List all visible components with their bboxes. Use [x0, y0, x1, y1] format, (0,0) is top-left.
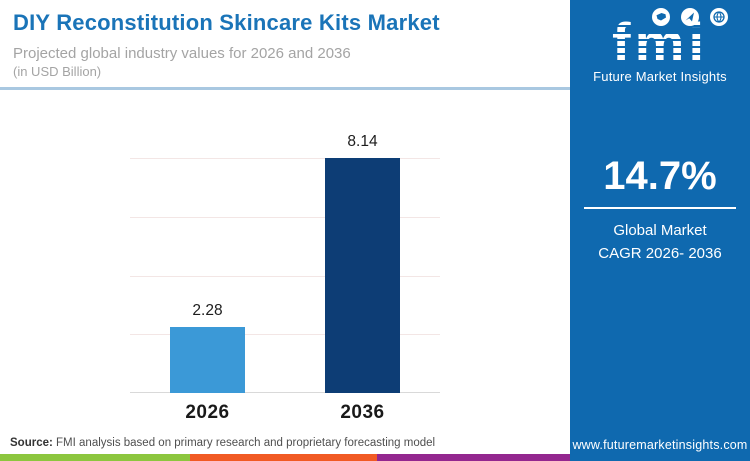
globe-icon	[710, 8, 728, 26]
stripe-purple-segment	[377, 454, 570, 461]
axis-label-2026: 2026	[185, 402, 230, 423]
sidebar: fmi Future Market Insights 14.7% Global …	[570, 0, 750, 461]
stripe-green-segment	[0, 454, 190, 461]
stripe-orange-segment	[190, 454, 377, 461]
footer-stripe	[0, 454, 570, 461]
fmi-logo-tagline: Future Market Insights	[593, 68, 727, 84]
header-divider	[0, 87, 570, 90]
compass-icon	[681, 8, 699, 26]
bar-series: 2.28 2026 8.14 2036	[130, 133, 440, 423]
logo-icons-row	[570, 8, 750, 26]
website-link[interactable]: www.futuremarketinsights.com	[572, 438, 748, 452]
bar-group-2026: 2.28 2026	[170, 302, 245, 423]
gridline	[130, 334, 440, 336]
bar-rect-2036	[325, 158, 400, 393]
x-axis-line	[130, 392, 440, 393]
bar-value-label-2036: 8.14	[347, 133, 378, 150]
subtitle: Projected global industry values for 202…	[13, 45, 351, 62]
cagr-label: Global Market CAGR 2026- 2036	[570, 219, 750, 266]
cagr-value: 14.7%	[603, 154, 717, 198]
cagr-label-line1: Global Market	[613, 222, 707, 239]
cagr-stat: 14.7% Global Market CAGR 2026- 2036	[570, 156, 750, 266]
bar-group-2036: 8.14 2036	[325, 133, 400, 423]
bar-rect-2026	[170, 327, 245, 393]
gridline	[130, 158, 440, 159]
fmi-logo-text: fmi	[570, 15, 750, 71]
subtitle-units: (in USD Billion)	[13, 64, 102, 79]
stat-divider	[584, 207, 736, 209]
header: DIY Reconstitution Skincare Kits Market …	[13, 10, 558, 79]
bar-value-label-2026: 2.28	[192, 302, 223, 319]
gridline	[130, 275, 440, 277]
map-icon	[652, 8, 670, 26]
axis-label-2036: 2036	[340, 402, 385, 423]
gridline	[130, 216, 440, 218]
source-label: Source:	[10, 437, 53, 449]
plot-area: 2.28 2026 8.14 2036	[130, 133, 440, 423]
fmi-logo: fmi Future Market Insights	[570, 0, 750, 84]
page-title: DIY Reconstitution Skincare Kits Market	[13, 10, 440, 35]
source-note: Source: FMI analysis based on primary re…	[10, 437, 435, 449]
source-text: FMI analysis based on primary research a…	[56, 437, 436, 449]
cagr-label-line2: CAGR 2026- 2036	[598, 245, 722, 263]
